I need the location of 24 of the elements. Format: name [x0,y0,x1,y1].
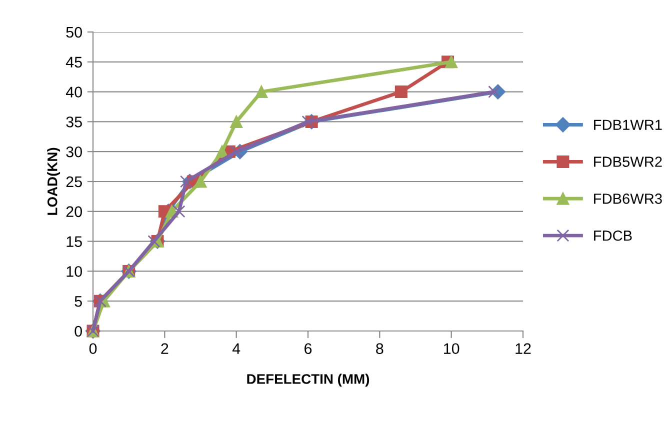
y-tick-label: 40 [66,86,82,98]
y-tick-label: 10 [66,266,82,277]
y-tick-label: 50 [66,26,82,38]
x-tick-label: 12 [516,343,531,354]
y-tick-label: 0 [74,326,82,337]
y-axis-title: LOAD(KN) [47,148,60,215]
x-axis-title: DEFELECTIN (MM) [247,374,370,387]
y-tick-label: 5 [74,296,82,307]
y-tick-label: 30 [66,146,82,158]
x-tick-label: 2 [161,343,168,354]
x-tick-label: 10 [444,343,460,354]
y-tick-label: 45 [66,56,82,68]
legend-label: FDB1WR1 [594,120,662,130]
legend-label: FDB6WR3 [594,194,662,204]
y-tick-label: 20 [66,206,82,218]
y-tick-label: 25 [66,176,82,188]
legend-label: FDB5WR2 [594,156,662,167]
x-tick-label: 0 [89,343,97,354]
x-tick-label: 6 [304,343,312,354]
y-tick-label: 15 [66,236,82,247]
legend-label: FDCB [594,230,632,241]
y-tick-label: 35 [66,116,82,128]
x-tick-label: 8 [376,343,384,354]
x-tick-label: 4 [232,343,240,354]
